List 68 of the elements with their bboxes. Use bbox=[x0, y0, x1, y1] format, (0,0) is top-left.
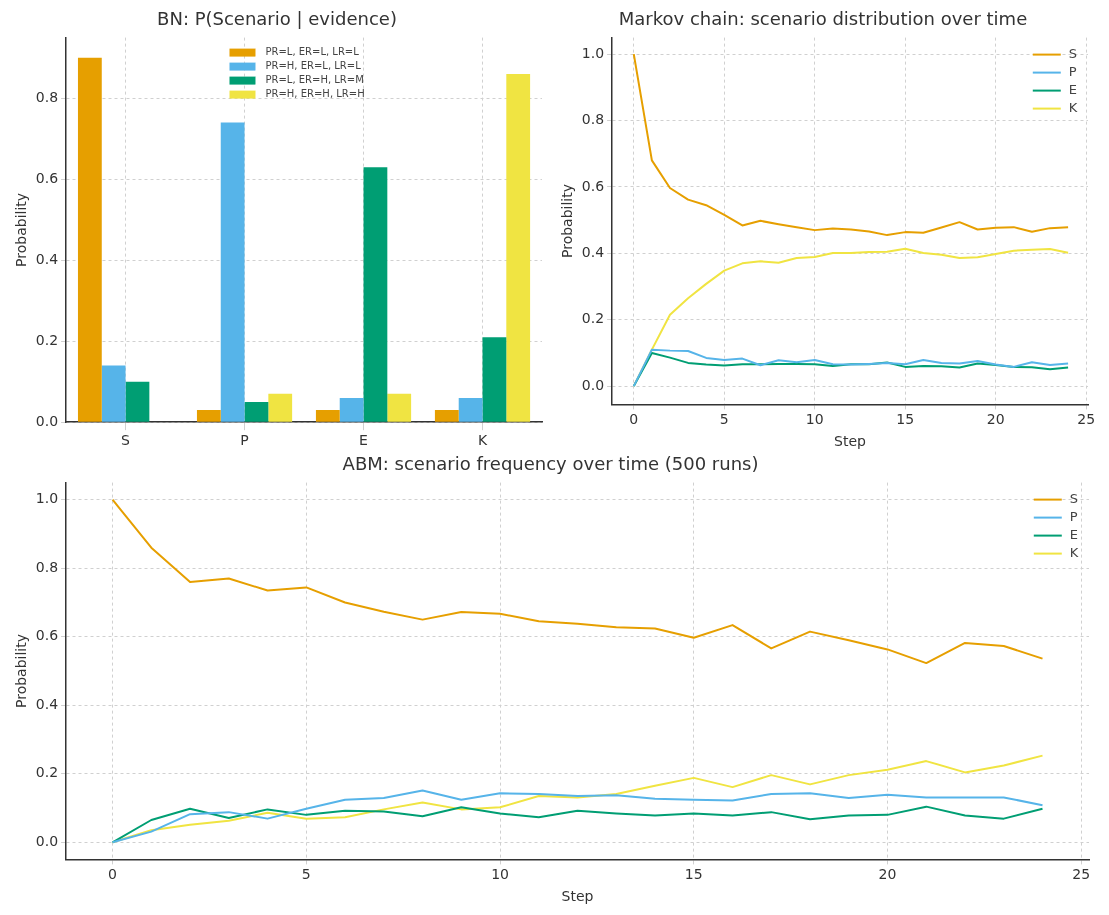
bar bbox=[506, 74, 531, 422]
x-tick-label: 25 bbox=[1077, 411, 1096, 428]
x-tick-label: 10 bbox=[491, 866, 509, 883]
bar bbox=[458, 397, 483, 422]
legend-label: E bbox=[1068, 81, 1078, 97]
y-tick-label: 0.2 bbox=[35, 331, 59, 348]
x-tick-label: 0 bbox=[108, 866, 118, 883]
legend-label: E bbox=[1069, 526, 1079, 542]
y-tick-label: 0.8 bbox=[35, 558, 59, 575]
y-axis-title: Probability bbox=[13, 633, 30, 709]
bar bbox=[244, 401, 269, 422]
bar bbox=[220, 122, 245, 422]
x-tick-label: S bbox=[121, 432, 131, 449]
y-tick-label: 0.6 bbox=[35, 627, 59, 644]
legend-label: K bbox=[1068, 99, 1078, 115]
x-tick-label: K bbox=[477, 432, 488, 449]
x-tick-label: P bbox=[240, 432, 249, 449]
bar bbox=[77, 57, 102, 422]
x-tick-label: 20 bbox=[878, 866, 897, 883]
bar bbox=[125, 381, 150, 422]
y-tick-label: 0.6 bbox=[581, 177, 605, 194]
x-tick-label: 15 bbox=[684, 866, 703, 883]
legend-label: S bbox=[1069, 490, 1079, 506]
x-axis-title: Step bbox=[834, 433, 867, 450]
y-tick-label: 0.6 bbox=[35, 169, 59, 186]
y-tick-label: 1.0 bbox=[581, 44, 605, 61]
chart-title: BN: P(Scenario | evidence) bbox=[157, 8, 397, 30]
chart-title: Markov chain: scenario distribution over time bbox=[618, 8, 1028, 30]
legend-label: K bbox=[1069, 544, 1079, 560]
y-axis-title: Probability bbox=[559, 183, 576, 259]
legend-label: P bbox=[1069, 508, 1078, 524]
legend-label: PR=L, ER=H, LR=M bbox=[265, 74, 364, 86]
bar bbox=[196, 410, 221, 422]
chart-title: ABM: scenario frequency over time (500 runs) bbox=[342, 453, 759, 475]
y-tick-label: 0.2 bbox=[581, 310, 605, 327]
legend-label: S bbox=[1068, 45, 1078, 61]
legend-label: P bbox=[1068, 63, 1077, 79]
legend-label: PR=L, ER=L, LR=L bbox=[265, 46, 360, 58]
x-axis-title: Step bbox=[561, 888, 594, 905]
bar bbox=[268, 393, 293, 422]
y-tick-label: 0.0 bbox=[35, 412, 59, 429]
x-tick-label: 5 bbox=[719, 411, 729, 428]
y-tick-label: 0.0 bbox=[581, 376, 605, 393]
y-tick-label: 0.4 bbox=[35, 250, 59, 267]
y-tick-label: 0.8 bbox=[35, 88, 59, 105]
legend-label: PR=H, ER=L, LR=L bbox=[265, 60, 362, 72]
bar bbox=[387, 393, 412, 422]
x-tick-label: 10 bbox=[805, 411, 824, 428]
x-tick-label: 15 bbox=[896, 411, 915, 428]
bar bbox=[339, 397, 364, 422]
bar bbox=[363, 167, 388, 422]
y-tick-label: 0.8 bbox=[581, 111, 605, 128]
bar bbox=[101, 365, 126, 422]
y-tick-label: 0.0 bbox=[35, 832, 59, 849]
x-tick-label: 0 bbox=[629, 411, 639, 428]
x-tick-label: E bbox=[359, 432, 368, 449]
legend-label: PR=H, ER=H, LR=H bbox=[265, 88, 365, 100]
y-tick-label: 0.4 bbox=[581, 244, 605, 261]
bar bbox=[434, 410, 459, 422]
bar bbox=[315, 410, 340, 422]
y-tick-label: 1.0 bbox=[35, 490, 59, 507]
y-tick-label: 0.2 bbox=[35, 764, 59, 781]
y-axis-title: Probability bbox=[13, 192, 30, 267]
x-tick-label: 5 bbox=[301, 866, 311, 883]
y-tick-label: 0.4 bbox=[35, 695, 59, 712]
x-tick-label: 20 bbox=[986, 411, 1005, 428]
x-tick-label: 25 bbox=[1072, 866, 1091, 883]
bar bbox=[482, 337, 507, 422]
